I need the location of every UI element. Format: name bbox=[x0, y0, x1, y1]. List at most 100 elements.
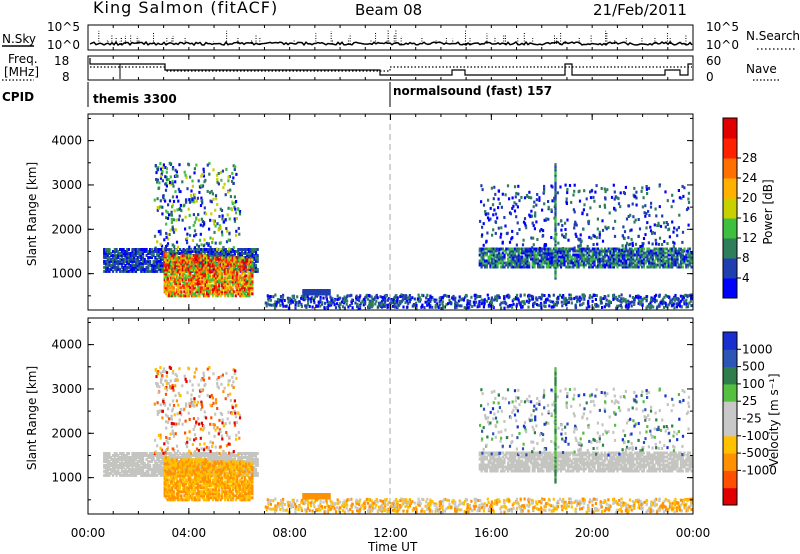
data-cell bbox=[192, 213, 195, 217]
data-cell bbox=[254, 269, 258, 273]
data-cell bbox=[487, 297, 490, 300]
data-cell bbox=[667, 261, 670, 265]
data-cell bbox=[599, 296, 602, 300]
data-cell bbox=[201, 288, 204, 292]
data-cell bbox=[622, 297, 625, 301]
data-cell bbox=[163, 284, 166, 288]
data-cell bbox=[227, 276, 230, 280]
data-cell bbox=[651, 255, 654, 259]
data-cell bbox=[212, 260, 215, 264]
data-cell bbox=[177, 262, 180, 266]
data-cell bbox=[464, 293, 468, 297]
data-cell bbox=[215, 258, 218, 262]
data-cell bbox=[268, 303, 271, 307]
data-cell bbox=[136, 259, 139, 263]
data-cell bbox=[239, 290, 242, 294]
data-cell bbox=[194, 248, 198, 251]
data-cell bbox=[485, 247, 488, 251]
data-cell bbox=[658, 251, 661, 255]
data-cell bbox=[172, 243, 175, 247]
data-cell bbox=[172, 288, 175, 292]
data-cell bbox=[628, 253, 631, 257]
data-cell bbox=[517, 257, 520, 261]
data-cell bbox=[322, 296, 325, 300]
data-cell bbox=[649, 255, 653, 259]
data-cell bbox=[657, 259, 660, 263]
data-cell bbox=[458, 295, 461, 299]
data-cell bbox=[228, 280, 231, 284]
data-cell bbox=[152, 252, 155, 255]
data-cell bbox=[635, 253, 638, 257]
data-cell bbox=[119, 267, 122, 271]
data-cell bbox=[276, 300, 279, 304]
data-cell bbox=[213, 222, 216, 226]
data-cell bbox=[624, 300, 627, 304]
data-cell bbox=[444, 293, 447, 297]
data-cell bbox=[582, 261, 585, 265]
data-cell bbox=[249, 258, 252, 262]
data-cell bbox=[635, 265, 638, 269]
data-cell bbox=[225, 272, 228, 276]
data-cell bbox=[326, 300, 329, 304]
data-cell bbox=[663, 240, 666, 243]
data-cell bbox=[577, 249, 580, 253]
data-cell bbox=[196, 290, 200, 294]
data-cell bbox=[166, 252, 169, 256]
data-cell bbox=[193, 193, 196, 197]
data-cell bbox=[154, 164, 157, 167]
data-cell bbox=[215, 290, 218, 294]
data-cell bbox=[147, 265, 150, 269]
data-cell bbox=[239, 292, 242, 296]
data-cell bbox=[567, 247, 570, 251]
data-cell bbox=[508, 247, 511, 251]
data-cell bbox=[207, 278, 210, 282]
data-cell bbox=[364, 300, 367, 303]
data-cell bbox=[596, 242, 599, 246]
data-cell bbox=[481, 233, 484, 237]
data-cell bbox=[122, 254, 125, 257]
data-cell bbox=[111, 261, 115, 265]
data-cell bbox=[138, 248, 141, 251]
data-cell bbox=[357, 306, 360, 310]
data-cell bbox=[222, 264, 225, 268]
data-cell bbox=[181, 266, 184, 270]
data-cell bbox=[170, 221, 173, 224]
data-cell bbox=[577, 247, 580, 251]
data-cell bbox=[234, 286, 237, 290]
data-cell bbox=[542, 247, 545, 251]
data-cell bbox=[480, 302, 483, 306]
data-cell bbox=[199, 232, 202, 236]
data-cell bbox=[655, 265, 658, 269]
data-cell bbox=[687, 191, 690, 195]
data-cell bbox=[672, 259, 675, 263]
data-cell bbox=[547, 263, 550, 267]
data-cell bbox=[512, 251, 515, 255]
data-cell bbox=[588, 249, 591, 253]
data-cell bbox=[246, 286, 249, 290]
data-cell bbox=[110, 267, 113, 271]
data-cell bbox=[175, 174, 179, 178]
data-cell bbox=[570, 247, 573, 251]
data-cell bbox=[485, 239, 488, 243]
data-cell bbox=[207, 292, 210, 296]
data-cell bbox=[524, 251, 527, 255]
data-cell bbox=[552, 261, 555, 265]
data-cell bbox=[441, 302, 444, 305]
data-cell bbox=[246, 248, 249, 251]
data-cell bbox=[181, 268, 184, 272]
data-cell bbox=[187, 256, 190, 260]
data-cell bbox=[216, 272, 219, 276]
data-cell bbox=[361, 300, 364, 304]
data-cell bbox=[594, 303, 597, 307]
data-cell bbox=[126, 265, 129, 269]
data-cell bbox=[684, 294, 687, 297]
data-cell bbox=[159, 263, 162, 267]
data-cell bbox=[664, 265, 667, 269]
data-cell bbox=[234, 258, 237, 262]
colorbar-tick-label: 12 bbox=[742, 231, 757, 245]
data-cell bbox=[667, 257, 670, 261]
data-cell bbox=[234, 276, 237, 280]
data-cell bbox=[533, 265, 536, 269]
data-cell bbox=[609, 247, 612, 251]
data-cell bbox=[251, 280, 254, 284]
